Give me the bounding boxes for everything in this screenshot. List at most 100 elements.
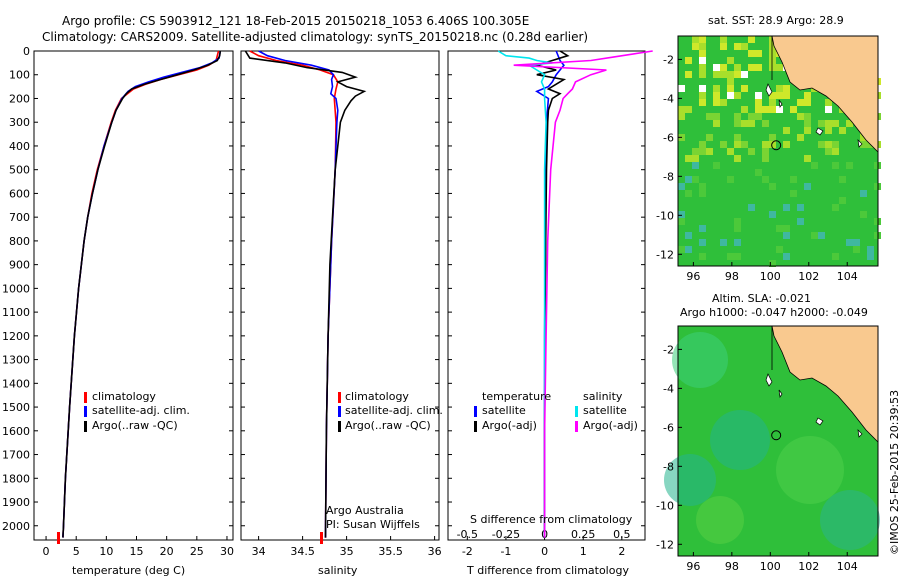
sst-cell xyxy=(818,120,825,127)
sst-cell xyxy=(776,246,783,253)
sst-cell xyxy=(769,43,776,50)
sst-cell xyxy=(755,50,762,57)
tdiff-x-tick-label: 0 xyxy=(541,545,548,558)
plot-frame-temperature xyxy=(33,50,234,541)
sst-cell xyxy=(685,57,692,64)
sst-cell xyxy=(832,204,839,211)
sst-cell xyxy=(713,92,720,99)
legend-marker-9 xyxy=(575,421,578,432)
temp-legend-climatology: climatology xyxy=(92,390,156,403)
sst_map-x-tick-label: 98 xyxy=(725,270,739,283)
sla-map-subtitle: Argo h1000: -0.047 h2000: -0.049 xyxy=(680,306,868,319)
depth-tick-label: 900 xyxy=(9,259,30,272)
salinity-axis-label: salinity xyxy=(318,564,358,577)
sla_map-x-tick-label: 104 xyxy=(837,560,858,573)
sst-map-panel xyxy=(678,35,881,267)
sst-cell xyxy=(797,113,804,120)
sst-cell xyxy=(741,120,748,127)
sla-blob-4 xyxy=(820,490,880,550)
depth-tick-label: 0 xyxy=(23,45,30,58)
temperature-x-tick-label: 30 xyxy=(220,545,234,558)
sst-cell xyxy=(727,78,734,85)
temp-legend-satellite: satellite-adj. clim. xyxy=(92,404,190,417)
sst-cell xyxy=(762,155,769,162)
depth-tick-label: 200 xyxy=(9,92,30,105)
sst-cell xyxy=(769,134,776,141)
depth-tick-label: 300 xyxy=(9,116,30,129)
sst-cell xyxy=(692,176,699,183)
sst-cell xyxy=(699,71,706,78)
sst-cell xyxy=(832,148,839,155)
sst-cell xyxy=(706,148,713,155)
sst-cell xyxy=(811,232,818,239)
salinity-line-0 xyxy=(249,50,339,538)
sst-cell xyxy=(804,127,811,134)
plot-frame-salinity xyxy=(240,50,440,541)
sst-cell xyxy=(776,225,783,232)
sst-cell xyxy=(825,127,832,134)
title-line-2: Climatology: CARS2009. Satellite-adjuste… xyxy=(42,30,589,44)
sst-cell xyxy=(860,141,867,148)
sst-cell xyxy=(755,106,762,113)
sst-cell xyxy=(741,141,748,148)
sst-cell xyxy=(783,225,790,232)
sdiff-x-tick-label: -0.25 xyxy=(492,528,520,541)
sst-cell xyxy=(678,246,685,253)
sal-annotation-line-1: Argo Australia xyxy=(326,504,404,517)
diff-legend-t-satellite: satellite xyxy=(482,404,526,417)
sst-cell xyxy=(755,92,762,99)
sst-cell xyxy=(685,155,692,162)
sst-cell xyxy=(804,155,811,162)
sst-map-island xyxy=(765,83,863,148)
sst-cell xyxy=(825,106,832,113)
depth-tick-label: 700 xyxy=(9,211,30,224)
sst-cell xyxy=(699,50,706,57)
sst-cell xyxy=(734,43,741,50)
sst-cell xyxy=(860,190,867,197)
sst-cell xyxy=(776,85,783,92)
sst-cell xyxy=(713,162,720,169)
sst-cell xyxy=(685,176,692,183)
salinity-x-tick-label: 34.5 xyxy=(290,545,315,558)
temperature-x-tick-label: 15 xyxy=(130,545,144,558)
legend-marker-6 xyxy=(474,406,477,417)
sst-cell xyxy=(769,92,776,99)
sst-cell xyxy=(727,85,734,92)
tdiff-x-tick-label: 1 xyxy=(580,545,587,558)
sst-cell xyxy=(727,176,734,183)
sla-blob-3 xyxy=(776,436,844,504)
sst-cell xyxy=(678,218,685,225)
sst-cell xyxy=(783,92,790,99)
sst-cell xyxy=(755,64,762,71)
sst-cell xyxy=(699,57,706,64)
sst-cell xyxy=(734,64,741,71)
sst-cell xyxy=(867,246,874,253)
sst-cell xyxy=(685,190,692,197)
sst-cell xyxy=(769,99,776,106)
sst-cell xyxy=(804,99,811,106)
depth-tick-label: 400 xyxy=(9,140,30,153)
s-diff-axis-label: S difference from climatology xyxy=(470,513,633,526)
salinity-x-tick-label: 35.5 xyxy=(378,545,403,558)
sst-cell xyxy=(699,190,706,197)
sst-cell xyxy=(748,113,755,120)
sdiff-x-tick-label: 0.5 xyxy=(613,528,631,541)
sst-cell xyxy=(762,176,769,183)
legend-marker-1 xyxy=(84,406,87,417)
salinity-x-tick-label: 35 xyxy=(340,545,354,558)
sst-cell xyxy=(727,71,734,78)
sst-cell xyxy=(769,50,776,57)
sst-cell xyxy=(734,155,741,162)
sst-cell xyxy=(692,162,699,169)
depth-tick-label: 1100 xyxy=(2,306,30,319)
sst_map-y-tick-label: -4 xyxy=(663,92,674,105)
legend-marker-2 xyxy=(84,421,87,432)
sst-cell xyxy=(860,134,867,141)
sst-cell xyxy=(748,120,755,127)
sst-cell xyxy=(699,225,706,232)
sst-cell xyxy=(706,134,713,141)
sst-cell xyxy=(853,246,860,253)
sst-cell xyxy=(769,106,776,113)
sst-cell xyxy=(734,71,741,78)
sst-cell xyxy=(720,64,727,71)
